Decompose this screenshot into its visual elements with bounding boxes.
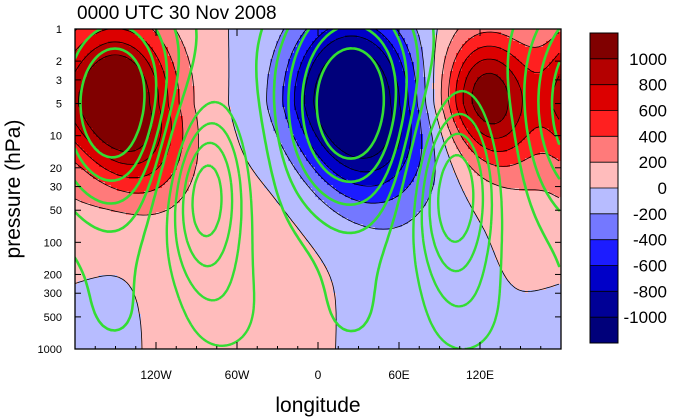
colorbar-swatch xyxy=(590,162,618,189)
colorbar-swatch xyxy=(590,58,618,85)
colorbar-label: 0 xyxy=(658,179,667,198)
overlay-solid-contour xyxy=(79,47,386,160)
overlay-solid-contour xyxy=(75,29,561,184)
colorbar-label: -600 xyxy=(633,257,667,276)
x-tick-label: 120W xyxy=(140,368,172,382)
colorbar: 1000 800 600 400 200 0 -200 -400 -600 -800 -1000 xyxy=(589,32,667,344)
y-tick-label: 50 xyxy=(50,205,62,217)
y-tick-label: 200 xyxy=(44,269,62,281)
x-axis-label: longitude xyxy=(275,394,360,417)
y-tick-label: 20 xyxy=(50,163,62,175)
colorbar-swatch xyxy=(590,291,618,318)
x-axis-ticks: 120W 60W 0 60E 120E xyxy=(94,29,542,382)
contour-line xyxy=(75,29,560,349)
colorbar-swatch xyxy=(590,136,618,163)
colorbar-label: 1000 xyxy=(629,50,667,69)
colorbar-label: -200 xyxy=(633,205,667,224)
colorbar-label: -1000 xyxy=(624,308,667,327)
overlay-dashed-contour xyxy=(181,132,485,273)
y-tick-label: 1 xyxy=(56,24,62,36)
y-tick-label: 30 xyxy=(50,182,62,194)
y-tick-label: 10 xyxy=(50,131,62,143)
colorbar-swatch xyxy=(590,188,618,215)
overlay-contours xyxy=(75,29,561,349)
colorbar-swatch xyxy=(590,213,618,240)
y-tick-label: 500 xyxy=(44,312,62,324)
y-tick-label: 300 xyxy=(44,288,62,300)
y-tick-label: 2 xyxy=(56,56,62,68)
colorbar-label: 200 xyxy=(639,153,667,172)
x-tick-label: 120E xyxy=(466,368,494,382)
overlay-dashed-contour xyxy=(173,112,494,308)
y-tick-label: 1000 xyxy=(38,344,62,356)
colorbar-swatch xyxy=(590,84,618,111)
contour-line xyxy=(78,54,509,153)
x-tick-label: 60E xyxy=(388,368,409,382)
colorbar-swatch xyxy=(590,265,618,292)
overlay-solid-contour xyxy=(75,29,561,333)
x-tick-label: 60W xyxy=(225,368,250,382)
overlay-dashed-contour xyxy=(191,154,475,244)
overlay-dashed-contour xyxy=(165,89,504,349)
colorbar-label: -400 xyxy=(633,231,667,250)
chart-title: 0000 UTC 30 Nov 2008 xyxy=(77,3,277,24)
colorbar-label: 600 xyxy=(639,102,667,121)
x-tick-label: 0 xyxy=(315,368,322,382)
colorbar-label: -800 xyxy=(633,282,667,301)
contour-line xyxy=(303,35,402,173)
y-tick-label: 5 xyxy=(56,99,62,111)
colorbar-swatch xyxy=(590,239,618,266)
colorbar-label: 400 xyxy=(639,127,667,146)
colorbar-swatch xyxy=(590,33,618,60)
colorbar-label: 800 xyxy=(639,76,667,95)
y-tick-label: 100 xyxy=(44,237,62,249)
colorbar-swatch xyxy=(590,317,618,344)
y-axis-ticks: 1 2 3 5 10 20 30 50 100 200 300 500 1000 xyxy=(38,24,561,356)
overlay-solid-contour xyxy=(75,29,561,206)
y-tick-label: 3 xyxy=(56,75,62,87)
y-axis-label: pressure (hPa) xyxy=(2,120,25,259)
colorbar-swatch xyxy=(590,110,618,137)
